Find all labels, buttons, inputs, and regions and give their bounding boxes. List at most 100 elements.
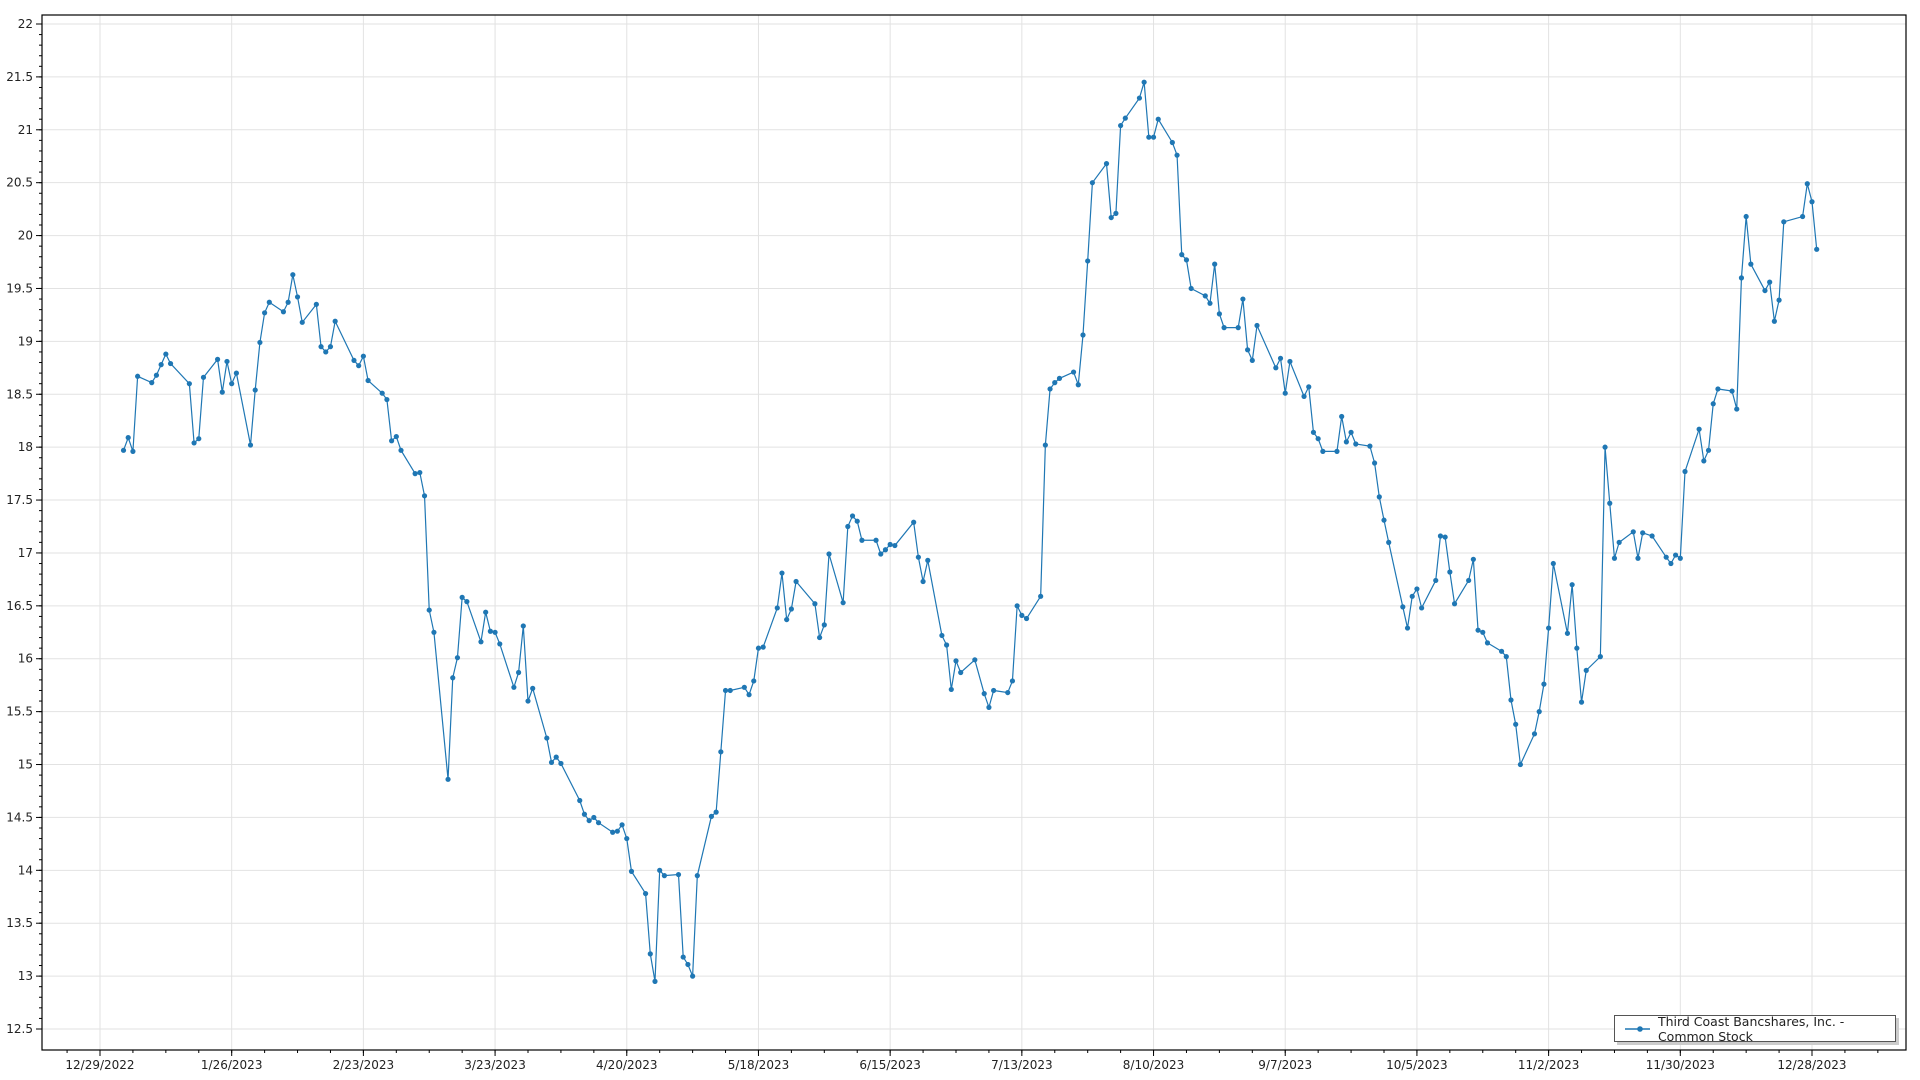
data-point: [1038, 593, 1044, 599]
data-point: [1701, 458, 1707, 464]
data-point: [520, 623, 526, 629]
data-point: [1287, 358, 1293, 365]
data-point: [1146, 134, 1152, 140]
data-point: [1141, 79, 1147, 85]
data-point: [610, 829, 616, 835]
data-point: [1282, 390, 1288, 396]
data-point: [214, 356, 221, 362]
data-point: [577, 797, 583, 804]
data-point: [642, 890, 649, 897]
y-tick-label: 13: [18, 969, 33, 983]
data-point: [1075, 382, 1081, 388]
data-point: [1607, 500, 1613, 506]
data-point: [751, 678, 757, 684]
data-point: [191, 440, 197, 446]
data-point: [1503, 654, 1509, 660]
data-point: [1014, 603, 1020, 609]
grid: [42, 15, 1906, 1050]
data-point: [1578, 699, 1585, 705]
y-tick-label: 15.5: [6, 705, 33, 719]
y-tick-label: 14.5: [6, 810, 33, 824]
data-point: [1400, 604, 1406, 610]
data-point: [1376, 494, 1382, 500]
data-point: [1155, 116, 1161, 122]
data-point: [1188, 285, 1194, 292]
data-point: [826, 551, 832, 557]
data-point: [1611, 555, 1618, 561]
data-point: [1673, 552, 1679, 558]
data-point: [1169, 139, 1175, 146]
data-point: [779, 570, 785, 576]
data-point: [1122, 115, 1128, 121]
data-point: [784, 616, 790, 623]
y-tick-label: 17.5: [6, 493, 33, 507]
y-tick-label: 15: [18, 758, 33, 772]
legend-series-marker-icon: [1625, 1025, 1650, 1032]
data-point: [873, 537, 879, 543]
data-point: [1433, 577, 1439, 584]
data-point: [1569, 582, 1575, 588]
data-point: [421, 493, 428, 499]
x-tick-label: 1/26/2023: [201, 1058, 263, 1072]
data-point: [125, 435, 131, 441]
data-point: [1339, 413, 1345, 420]
data-point: [854, 518, 860, 524]
data-point: [224, 358, 230, 365]
data-point: [1367, 443, 1373, 449]
data-point: [558, 760, 564, 767]
x-tick-label: 10/5/2023: [1386, 1058, 1448, 1072]
data-point: [741, 684, 747, 690]
data-point: [459, 594, 465, 600]
data-point: [1748, 261, 1754, 267]
data-point: [991, 687, 997, 694]
data-point: [445, 776, 451, 782]
data-point: [299, 319, 305, 325]
data-point: [351, 357, 357, 364]
data-point: [464, 599, 470, 605]
data-point: [1447, 569, 1453, 575]
data-point: [595, 820, 602, 826]
data-point: [1597, 654, 1603, 660]
y-tick-label: 19.5: [6, 281, 33, 295]
data-point: [624, 835, 630, 842]
y-tick-label: 17: [18, 546, 33, 560]
data-point: [1767, 279, 1773, 285]
data-point: [130, 448, 136, 454]
data-point: [163, 351, 169, 357]
data-point: [1475, 627, 1481, 633]
data-point: [233, 370, 239, 376]
data-point: [1353, 441, 1359, 447]
data-point: [553, 754, 559, 760]
series-polyline: [122, 82, 1818, 982]
data-point: [1179, 252, 1185, 258]
data-point: [972, 657, 978, 663]
data-point: [915, 554, 921, 560]
data-point: [1136, 95, 1143, 101]
data-point: [1517, 761, 1523, 768]
data-point: [1546, 625, 1552, 631]
data-point: [986, 704, 992, 711]
data-point: [135, 373, 141, 379]
data-point: [920, 578, 926, 585]
data-point: [661, 873, 667, 879]
x-tick-label: 12/29/2022: [65, 1058, 134, 1072]
data-point: [718, 749, 724, 755]
data-point: [882, 547, 889, 553]
data-point: [285, 299, 291, 305]
data-point: [379, 390, 385, 396]
data-point: [530, 685, 536, 691]
data-point: [1682, 468, 1688, 475]
x-tick-label: 5/18/2023: [728, 1058, 790, 1072]
data-point: [887, 541, 893, 548]
data-point: [1583, 667, 1589, 673]
y-tick-label: 19: [18, 334, 33, 348]
data-point: [1550, 560, 1556, 567]
data-point: [294, 294, 301, 300]
data-point: [1306, 384, 1312, 390]
data-point: [586, 817, 592, 824]
data-point: [1710, 401, 1716, 407]
data-point: [1484, 640, 1491, 646]
data-point: [657, 867, 663, 873]
data-point: [389, 438, 395, 444]
data-point: [219, 389, 225, 395]
